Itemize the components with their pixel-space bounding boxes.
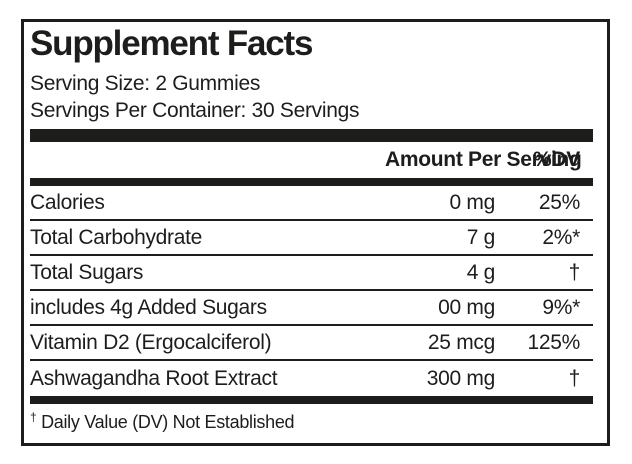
- nutrient-name: includes 4g Added Sugars: [30, 295, 267, 319]
- nutrient-name: Total Carbohydrate: [30, 225, 203, 249]
- nutrient-name: Ashwagandha Root Extract: [30, 366, 278, 390]
- serving-size-text: Serving Size: 2 Gummies: [30, 72, 261, 95]
- nutrient-row-calories: Calories 0 mg 25%: [30, 186, 593, 221]
- nutrient-name: Total Sugars: [30, 260, 144, 284]
- serving-info: Serving Size: 2 Gummies Servings Per Con…: [30, 70, 593, 124]
- divider-thick-top: [30, 129, 593, 142]
- nutrient-dv: †: [568, 260, 581, 284]
- footnote-text: Daily Value (DV) Not Established: [41, 412, 295, 432]
- nutrient-row-total-sugars: Total Sugars 4 g †: [30, 256, 593, 291]
- nutrient-row-vitamin-d2: Vitamin D2 (Ergocalciferol) 25 mcg 125%: [30, 326, 593, 361]
- column-header-row: Amount Per Serving %DV: [30, 142, 593, 178]
- nutrient-name: Vitamin D2 (Ergocalciferol): [30, 330, 272, 354]
- nutrient-amount: 7 g: [466, 225, 496, 249]
- nutrient-row-added-sugars: includes 4g Added Sugars 00 mg 9%*: [30, 291, 593, 326]
- amount-column-header: Amount Per Serving: [385, 148, 582, 171]
- supplement-facts-panel: Supplement Facts Serving Size: 2 Gummies…: [21, 19, 610, 446]
- nutrient-amount: 0 mg: [449, 190, 496, 214]
- nutrient-amount: 25 mcg: [427, 330, 495, 354]
- nutrient-dv: 9%*: [542, 295, 580, 319]
- nutrient-dv: †: [568, 366, 581, 390]
- nutrient-amount: 00 mg: [438, 295, 495, 319]
- nutrient-amount: 300 mg: [426, 366, 496, 390]
- divider-below-header: [30, 178, 593, 186]
- nutrient-name: Calories: [30, 190, 105, 214]
- divider-thick-bottom: [30, 396, 593, 404]
- nutrient-amount: 4 g: [466, 260, 496, 284]
- nutrient-dv: 2%*: [542, 225, 580, 249]
- dv-column-header: %DV: [533, 148, 580, 171]
- nutrient-row-ashwagandha: Ashwagandha Root Extract 300 mg †: [30, 361, 593, 396]
- panel-title: Supplement Facts: [30, 24, 313, 63]
- nutrient-dv: 125%: [527, 330, 580, 354]
- dagger-symbol: †: [30, 410, 37, 424]
- footnote: † Daily Value (DV) Not Established: [30, 410, 593, 433]
- nutrient-row-total-carbohydrate: Total Carbohydrate 7 g 2%*: [30, 221, 593, 256]
- nutrient-dv: 25%: [538, 190, 580, 214]
- servings-per-container-text: Servings Per Container: 30 Servings: [30, 99, 360, 122]
- nutrient-rows: Calories 0 mg 25% Total Carbohydrate 7 g…: [30, 186, 593, 396]
